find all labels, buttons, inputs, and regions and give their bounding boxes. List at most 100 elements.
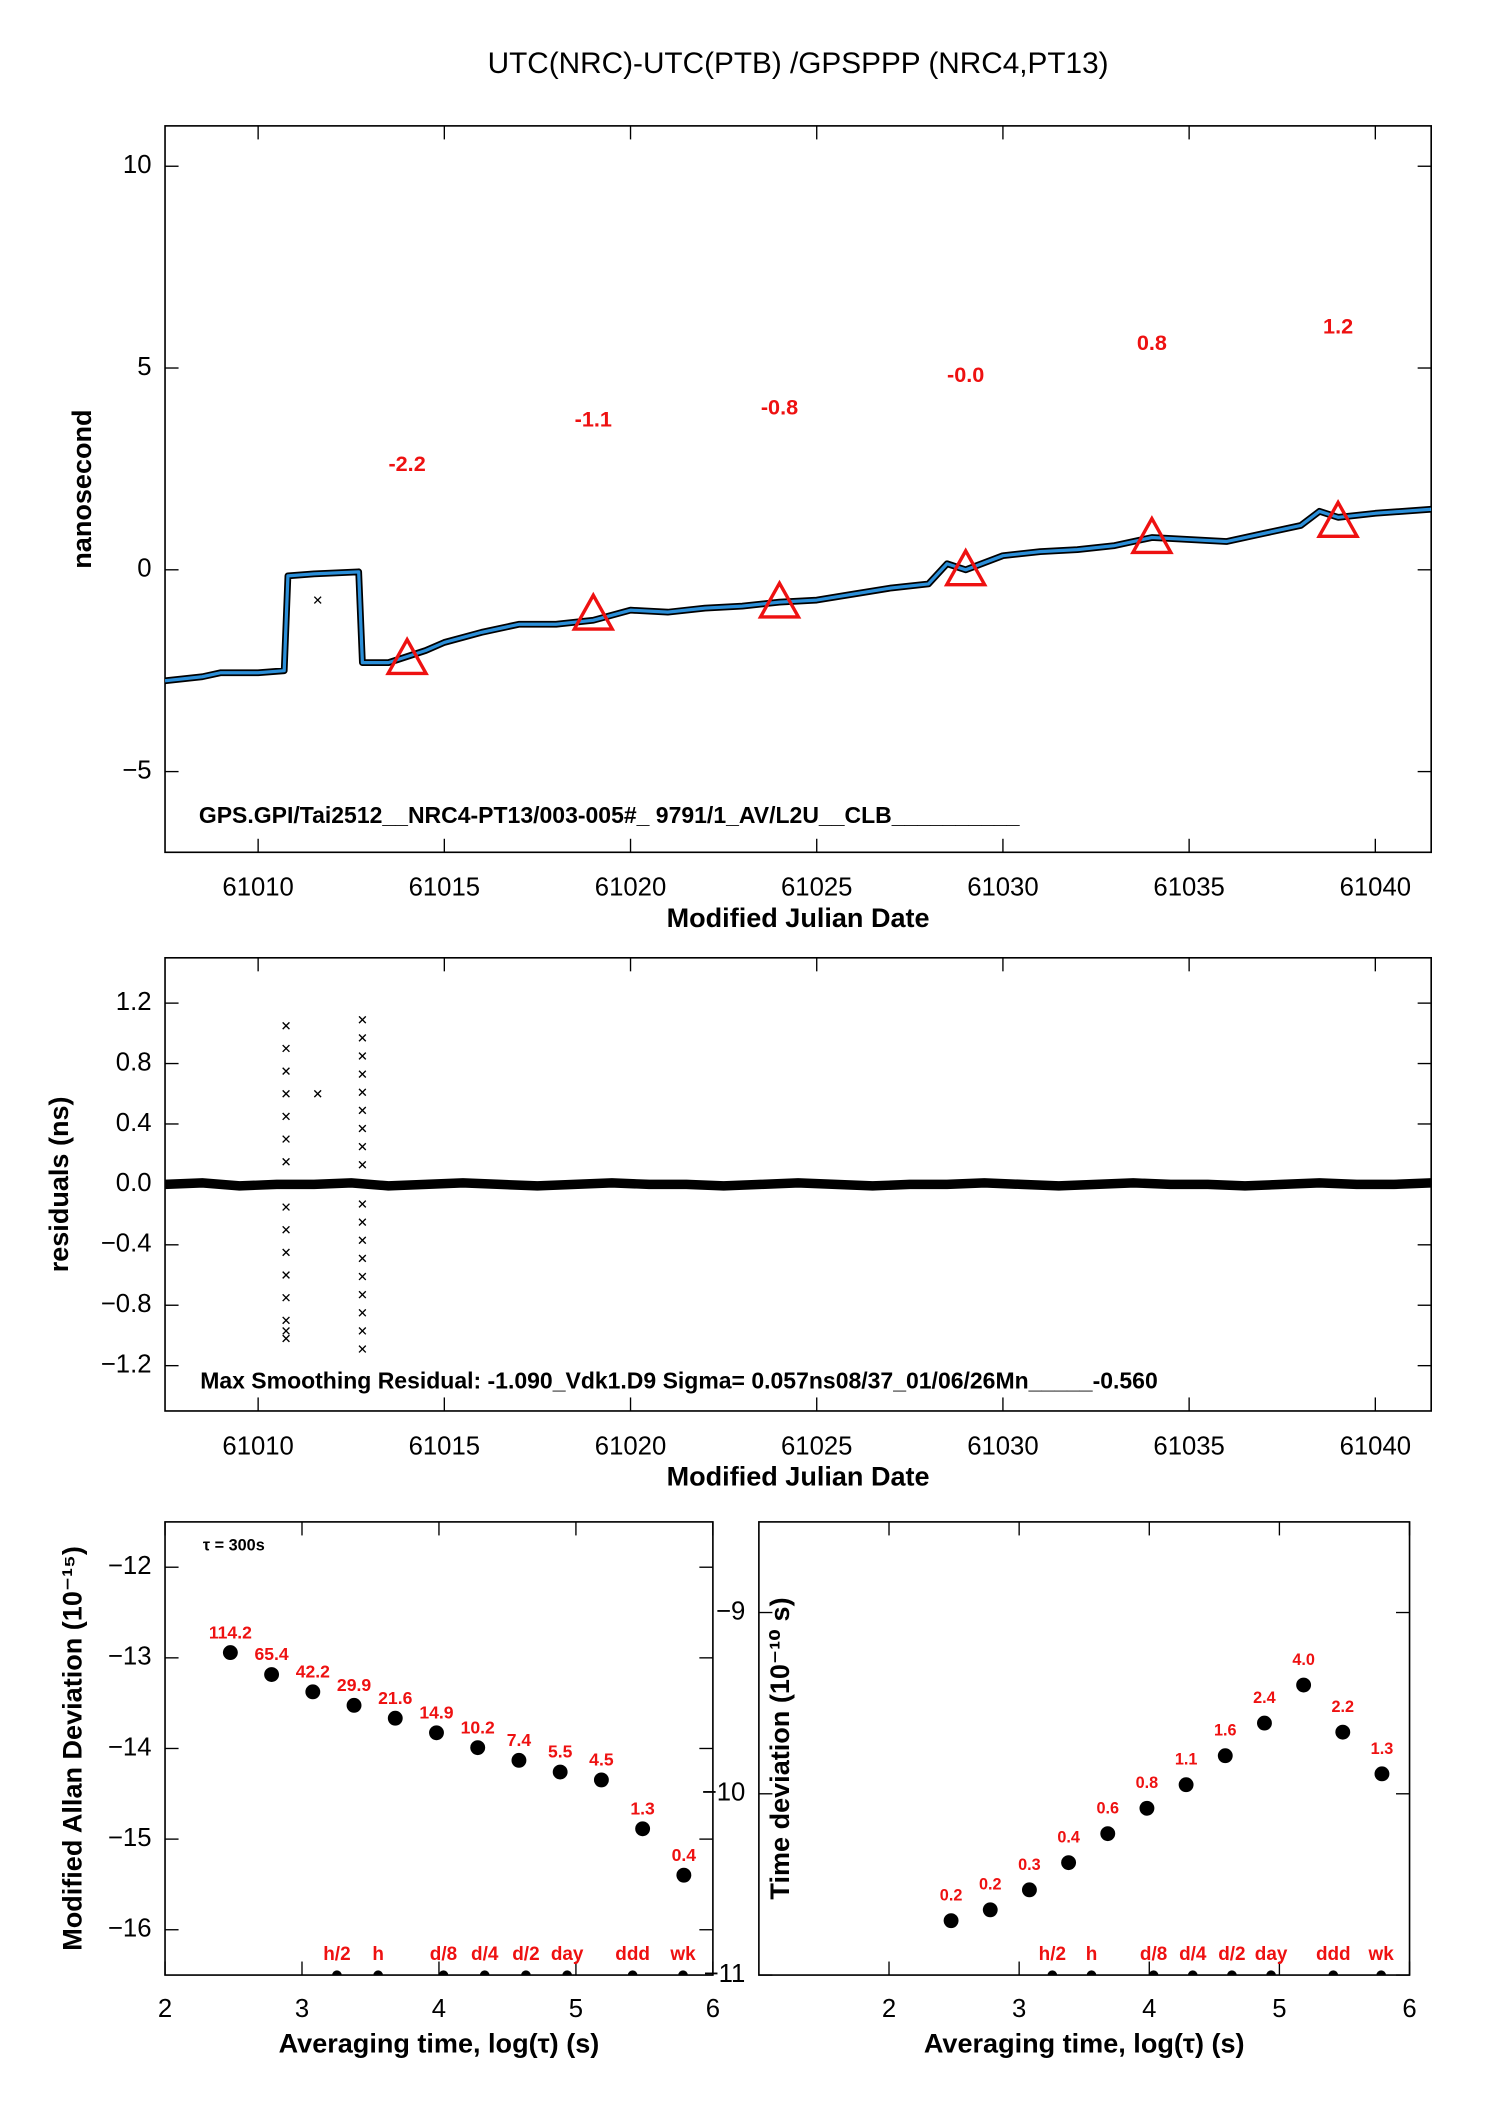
x-marker bbox=[282, 1021, 290, 1030]
data-label: 4.5 bbox=[589, 1750, 614, 1770]
interval-marker bbox=[1148, 1970, 1159, 1976]
x-tick-label: 61010 bbox=[222, 874, 293, 902]
y-tick-label: −10 bbox=[702, 1779, 746, 1807]
x-marker bbox=[282, 1334, 290, 1343]
x-marker bbox=[358, 1160, 367, 1169]
plot-area bbox=[222, 1645, 692, 1976]
x-tick-label: 3 bbox=[295, 1995, 309, 2023]
x-tick-label: 6 bbox=[706, 1995, 720, 2023]
x-marker bbox=[358, 1345, 367, 1353]
dot-marker bbox=[1296, 1677, 1312, 1693]
data-label: 7.4 bbox=[507, 1730, 532, 1750]
dot-marker bbox=[511, 1752, 527, 1768]
x-marker bbox=[358, 1015, 367, 1024]
annotation: GPS.GPI/Tai2512__NRC4-PT13/003-005#_ 979… bbox=[199, 802, 1020, 828]
y-tick-label: 0 bbox=[137, 555, 151, 583]
x-tick-label: 5 bbox=[569, 1995, 583, 2023]
dot-marker bbox=[1257, 1715, 1272, 1731]
data-label: 114.2 bbox=[209, 1622, 252, 1642]
dot-marker bbox=[982, 1902, 998, 1918]
triangle-marker bbox=[571, 591, 616, 631]
x-tick-label: 61035 bbox=[1153, 1432, 1224, 1460]
x-marker bbox=[358, 1308, 367, 1317]
dot-marker bbox=[593, 1772, 609, 1788]
x-marker bbox=[358, 1070, 367, 1078]
dot-marker bbox=[1061, 1855, 1077, 1871]
y-tick-label: −9 bbox=[716, 1597, 745, 1625]
y-tick-label: 0.8 bbox=[116, 1048, 152, 1076]
data-label: 1.2 bbox=[1323, 314, 1353, 339]
x-marker bbox=[358, 1272, 367, 1281]
dot-marker bbox=[305, 1684, 321, 1700]
line bbox=[165, 1178, 1432, 1191]
y-tick-label: −0.8 bbox=[101, 1290, 152, 1318]
interval-label: d/8 bbox=[1140, 1944, 1167, 1965]
dot-marker bbox=[1217, 1748, 1233, 1764]
triangle-marker bbox=[385, 636, 429, 676]
annotation: Max Smoothing Residual: -1.090_Vdk1.D9 S… bbox=[200, 1368, 1158, 1394]
dot-marker bbox=[676, 1867, 692, 1883]
x-axis-label: Modified Julian Date bbox=[667, 903, 930, 933]
plot-frame bbox=[758, 1521, 1411, 1976]
x-marker bbox=[358, 1327, 367, 1335]
data-label: 65.4 bbox=[254, 1644, 288, 1664]
x-tick-label: 61040 bbox=[1340, 1432, 1411, 1460]
x-tick-label: 5 bbox=[1272, 1995, 1286, 2023]
x-marker bbox=[358, 1200, 367, 1208]
interval-label: h bbox=[1086, 1944, 1098, 1965]
x-tick-label: 2 bbox=[882, 1995, 896, 2023]
x-tick-label: 3 bbox=[1012, 1995, 1026, 2023]
dot-marker bbox=[346, 1697, 362, 1713]
x-marker bbox=[358, 1236, 367, 1245]
triangle-marker bbox=[943, 547, 988, 587]
y-tick-label: 0.0 bbox=[116, 1169, 152, 1197]
data-label: 0.8 bbox=[1136, 1774, 1159, 1792]
y-tick-label: −12 bbox=[108, 1552, 152, 1580]
x-marker bbox=[282, 1225, 290, 1234]
chart-panel: UTC(NRC)-UTC(PTB) /GPSPPP (NRC4,PT13) Mod… bbox=[67, 47, 1432, 933]
data-label: 4.0 bbox=[1292, 1651, 1315, 1669]
x-marker bbox=[282, 1248, 290, 1257]
x-marker bbox=[282, 1044, 290, 1053]
data-label: 0.2 bbox=[940, 1887, 963, 1905]
interval-marker bbox=[1188, 1970, 1198, 1976]
data-label: 42.2 bbox=[296, 1662, 330, 1682]
data-label: 0.4 bbox=[1057, 1829, 1080, 1847]
interval-label: h/2 bbox=[1039, 1944, 1066, 1965]
chart-panel: Modified Julian Date residuals (ns) Max Sm… bbox=[44, 956, 1432, 1492]
x-tick-label: 61010 bbox=[222, 1432, 293, 1460]
data-label: 0.2 bbox=[979, 1876, 1002, 1894]
plot-area bbox=[165, 1015, 1432, 1353]
interval-marker bbox=[373, 1970, 383, 1976]
x-axis-label: Averaging time, log(τ) (s) bbox=[924, 2029, 1245, 2059]
interval-label: day bbox=[551, 1944, 584, 1965]
plot-frame bbox=[164, 1521, 714, 1976]
y-tick-label: 1.2 bbox=[116, 988, 152, 1016]
y-tick-label: −13 bbox=[108, 1643, 152, 1671]
x-marker bbox=[282, 1203, 290, 1211]
interval-label: d/8 bbox=[430, 1944, 457, 1965]
y-axis-label: residuals (ns) bbox=[44, 1096, 74, 1272]
interval-marker bbox=[627, 1970, 638, 1976]
interval-label: d/4 bbox=[1179, 1944, 1207, 1965]
plot-frame bbox=[164, 125, 1432, 854]
x-tick-label: 61015 bbox=[409, 874, 480, 902]
dot-marker bbox=[264, 1667, 280, 1682]
x-marker bbox=[282, 1271, 290, 1279]
x-marker bbox=[358, 1034, 367, 1042]
y-tick-label: 5 bbox=[137, 353, 151, 381]
dot-marker bbox=[1100, 1826, 1116, 1842]
y-axis-label: Time deviation (10⁻¹⁰ s) bbox=[765, 1597, 795, 1899]
dot-marker bbox=[429, 1725, 444, 1741]
dot-marker bbox=[943, 1913, 959, 1929]
data-label: 5.5 bbox=[548, 1742, 573, 1762]
x-marker bbox=[358, 1052, 367, 1060]
x-axis-label: Modified Julian Date bbox=[667, 1462, 930, 1492]
x-marker bbox=[313, 596, 322, 604]
data-label: 14.9 bbox=[419, 1703, 453, 1723]
dot-marker bbox=[552, 1764, 568, 1780]
y-tick-label: −1.2 bbox=[101, 1350, 152, 1378]
x-marker bbox=[282, 1293, 290, 1302]
interval-label: d/4 bbox=[471, 1944, 499, 1965]
interval-marker bbox=[521, 1970, 531, 1976]
